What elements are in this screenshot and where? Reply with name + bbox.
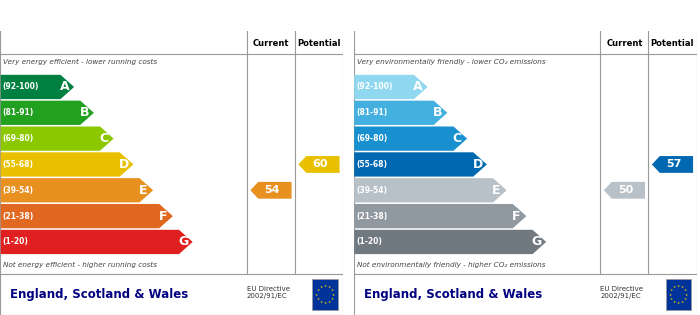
- Text: ★: ★: [685, 293, 688, 296]
- Text: ★: ★: [681, 285, 684, 289]
- Text: ★: ★: [328, 300, 330, 304]
- Text: ★: ★: [330, 288, 334, 292]
- Polygon shape: [1, 75, 74, 99]
- FancyBboxPatch shape: [666, 279, 692, 310]
- Polygon shape: [298, 156, 340, 173]
- Text: A: A: [60, 80, 69, 94]
- Polygon shape: [1, 204, 173, 228]
- Text: E: E: [139, 184, 147, 197]
- Text: A: A: [413, 80, 423, 94]
- Text: (81-91): (81-91): [356, 108, 388, 117]
- Text: ★: ★: [684, 288, 687, 292]
- Text: ★: ★: [668, 293, 672, 296]
- Text: ★: ★: [684, 297, 687, 301]
- Polygon shape: [652, 156, 693, 173]
- Polygon shape: [354, 204, 526, 228]
- Text: ★: ★: [670, 288, 673, 292]
- Text: D: D: [473, 158, 483, 171]
- Text: Potential: Potential: [651, 39, 694, 48]
- Text: ★: ★: [315, 293, 318, 296]
- Text: (1-20): (1-20): [356, 238, 382, 246]
- Text: B: B: [433, 106, 442, 119]
- Text: F: F: [158, 209, 167, 223]
- Text: (21-38): (21-38): [356, 212, 388, 220]
- Text: ★: ★: [677, 284, 680, 288]
- Text: Current: Current: [606, 39, 643, 48]
- Polygon shape: [354, 152, 487, 177]
- Text: ★: ★: [323, 284, 327, 288]
- Text: G: G: [178, 235, 188, 249]
- Text: ★: ★: [670, 297, 673, 301]
- Text: (39-54): (39-54): [3, 186, 34, 195]
- Text: Energy Efficiency Rating: Energy Efficiency Rating: [7, 9, 190, 22]
- Polygon shape: [1, 178, 153, 203]
- Text: ★: ★: [677, 301, 680, 305]
- Text: (69-80): (69-80): [356, 134, 388, 143]
- Polygon shape: [604, 182, 645, 199]
- Text: ★: ★: [681, 300, 684, 304]
- Text: (21-38): (21-38): [3, 212, 34, 220]
- Text: D: D: [119, 158, 130, 171]
- Text: (69-80): (69-80): [3, 134, 34, 143]
- Text: England, Scotland & Wales: England, Scotland & Wales: [364, 288, 542, 301]
- Text: ★: ★: [319, 285, 323, 289]
- Text: (92-100): (92-100): [3, 83, 39, 91]
- Text: 60: 60: [312, 159, 328, 169]
- Text: ★: ★: [319, 300, 323, 304]
- Text: (1-20): (1-20): [3, 238, 29, 246]
- Polygon shape: [354, 127, 467, 151]
- Polygon shape: [1, 152, 134, 177]
- Text: EU Directive
2002/91/EC: EU Directive 2002/91/EC: [601, 286, 643, 299]
- Polygon shape: [1, 230, 192, 254]
- Text: 57: 57: [666, 159, 682, 169]
- Text: C: C: [99, 132, 108, 145]
- Text: C: C: [453, 132, 462, 145]
- Text: ★: ★: [673, 285, 676, 289]
- Text: B: B: [79, 106, 89, 119]
- Text: ★: ★: [316, 288, 319, 292]
- Text: ★: ★: [332, 293, 335, 296]
- Polygon shape: [354, 230, 546, 254]
- Text: ★: ★: [316, 297, 319, 301]
- FancyBboxPatch shape: [312, 279, 338, 310]
- Text: Very energy efficient - lower running costs: Very energy efficient - lower running co…: [4, 59, 158, 66]
- Polygon shape: [354, 75, 428, 99]
- Text: ★: ★: [323, 301, 327, 305]
- Text: ★: ★: [673, 300, 676, 304]
- Text: 54: 54: [265, 185, 280, 195]
- Text: (81-91): (81-91): [3, 108, 34, 117]
- Text: Current: Current: [253, 39, 289, 48]
- Text: (39-54): (39-54): [356, 186, 387, 195]
- Text: Environmental Impact (CO₂) Rating: Environmental Impact (CO₂) Rating: [360, 9, 622, 22]
- Text: (55-68): (55-68): [356, 160, 387, 169]
- Text: ★: ★: [328, 285, 330, 289]
- Text: (55-68): (55-68): [3, 160, 34, 169]
- Polygon shape: [1, 101, 94, 125]
- Text: (92-100): (92-100): [356, 83, 393, 91]
- Text: Not environmentally friendly - higher CO₂ emissions: Not environmentally friendly - higher CO…: [357, 262, 545, 268]
- Text: E: E: [492, 184, 500, 197]
- Text: ★: ★: [330, 297, 334, 301]
- Text: England, Scotland & Wales: England, Scotland & Wales: [10, 288, 188, 301]
- Polygon shape: [354, 101, 447, 125]
- Text: F: F: [512, 209, 520, 223]
- Polygon shape: [354, 178, 507, 203]
- Text: 50: 50: [618, 185, 634, 195]
- Text: Very environmentally friendly - lower CO₂ emissions: Very environmentally friendly - lower CO…: [357, 59, 545, 66]
- Text: Not energy efficient - higher running costs: Not energy efficient - higher running co…: [4, 262, 158, 268]
- Text: EU Directive
2002/91/EC: EU Directive 2002/91/EC: [247, 286, 290, 299]
- Text: Potential: Potential: [298, 39, 341, 48]
- Polygon shape: [251, 182, 292, 199]
- Text: G: G: [532, 235, 542, 249]
- Polygon shape: [1, 127, 113, 151]
